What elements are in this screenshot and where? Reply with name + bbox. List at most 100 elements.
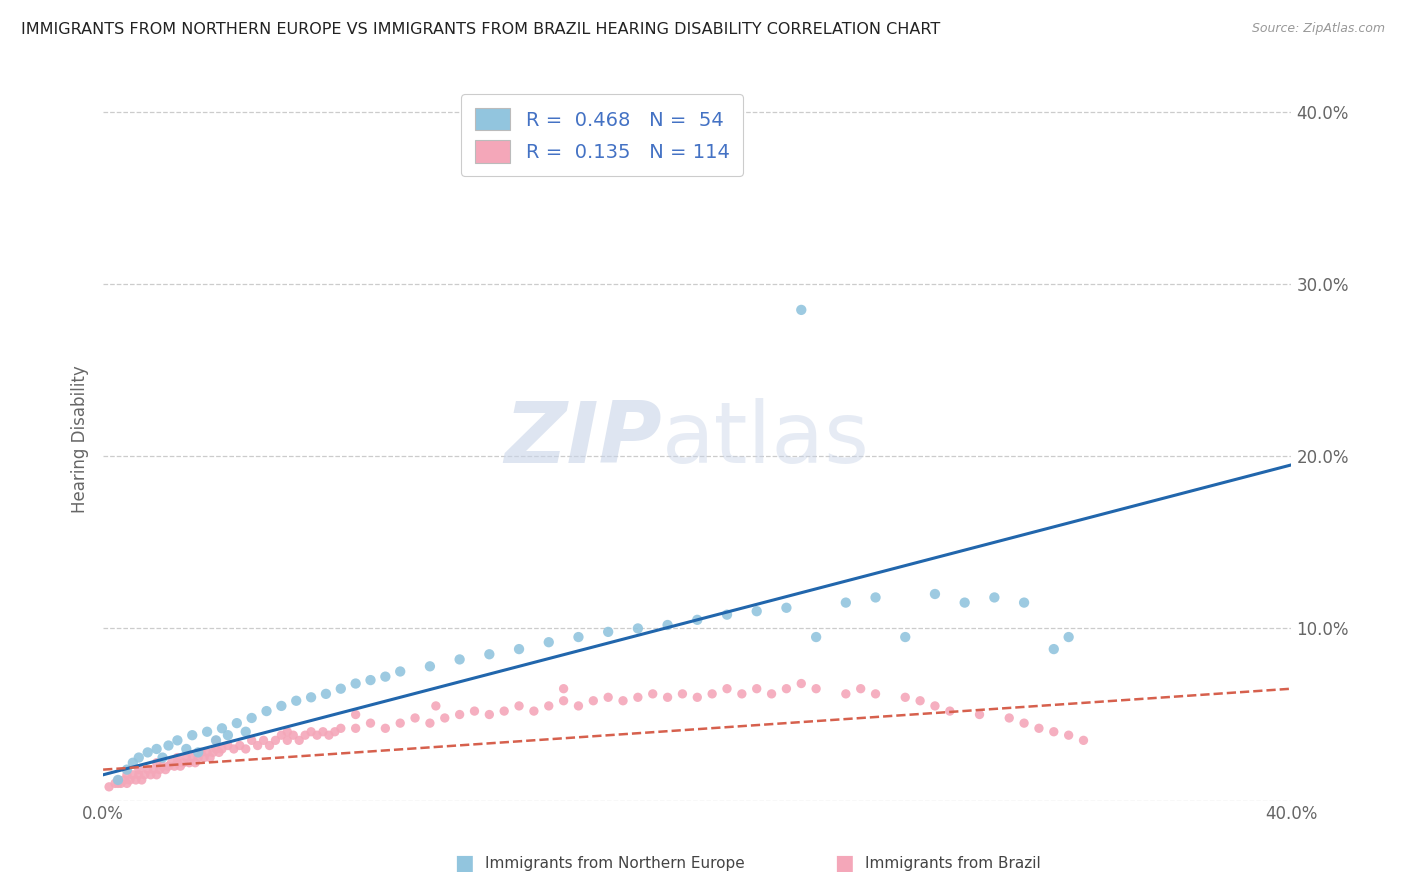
Point — [235, 724, 257, 739]
Point — [166, 733, 188, 747]
Point — [360, 673, 382, 687]
Point — [246, 739, 269, 753]
Point — [641, 687, 664, 701]
Point — [176, 742, 198, 756]
Point — [285, 694, 308, 708]
Point — [894, 630, 917, 644]
Point — [157, 759, 180, 773]
Point — [115, 763, 138, 777]
Point — [627, 690, 650, 705]
Point — [312, 724, 335, 739]
Point — [190, 746, 212, 760]
Point — [294, 728, 316, 742]
Point — [804, 681, 827, 696]
Point — [145, 756, 167, 770]
Point — [187, 750, 209, 764]
Point — [318, 728, 340, 742]
Point — [389, 665, 412, 679]
Point — [107, 772, 129, 787]
Point — [139, 768, 162, 782]
Point — [229, 739, 252, 753]
Point — [134, 768, 156, 782]
Point — [790, 302, 813, 317]
Point — [107, 776, 129, 790]
Point — [240, 711, 263, 725]
Point — [716, 607, 738, 622]
Point — [775, 681, 797, 696]
Point — [983, 591, 1005, 605]
Point — [104, 776, 127, 790]
Point — [136, 746, 159, 760]
Point — [924, 698, 946, 713]
Point — [235, 742, 257, 756]
Point — [128, 750, 150, 764]
Point — [731, 687, 754, 701]
Point — [745, 604, 768, 618]
Point — [1042, 642, 1064, 657]
Point — [360, 716, 382, 731]
Point — [259, 739, 281, 753]
Point — [276, 733, 298, 747]
Point — [148, 763, 170, 777]
Point — [433, 711, 456, 725]
Point — [121, 756, 143, 770]
Point — [288, 733, 311, 747]
Point — [1057, 630, 1080, 644]
Point — [344, 676, 367, 690]
Point — [924, 587, 946, 601]
Point — [419, 659, 441, 673]
Point — [374, 721, 396, 735]
Point — [449, 707, 471, 722]
Point — [152, 750, 174, 764]
Point — [835, 596, 858, 610]
Point — [657, 690, 679, 705]
Point — [894, 690, 917, 705]
Point — [523, 704, 546, 718]
Point — [612, 694, 634, 708]
Point — [270, 698, 292, 713]
Point — [998, 711, 1021, 725]
Point — [121, 768, 143, 782]
Legend: R =  0.468   N =  54, R =  0.135   N = 114: R = 0.468 N = 54, R = 0.135 N = 114 — [461, 95, 742, 177]
Point — [344, 721, 367, 735]
Point — [686, 613, 709, 627]
Point — [98, 780, 121, 794]
Point — [142, 763, 165, 777]
Point — [1073, 733, 1095, 747]
Point — [211, 742, 233, 756]
Point — [716, 681, 738, 696]
Point — [276, 724, 298, 739]
Point — [166, 750, 188, 764]
Point — [195, 724, 218, 739]
Point — [1028, 721, 1050, 735]
Point — [939, 704, 962, 718]
Point — [567, 698, 589, 713]
Point — [835, 687, 858, 701]
Point — [1042, 724, 1064, 739]
Point — [790, 676, 813, 690]
Text: Immigrants from Brazil: Immigrants from Brazil — [865, 856, 1040, 871]
Point — [193, 750, 215, 764]
Y-axis label: Hearing Disability: Hearing Disability — [72, 365, 89, 513]
Point — [702, 687, 724, 701]
Point — [145, 742, 167, 756]
Point — [166, 756, 188, 770]
Point — [115, 768, 138, 782]
Point — [598, 690, 620, 705]
Point — [478, 707, 501, 722]
Point — [160, 756, 183, 770]
Text: atlas: atlas — [662, 398, 870, 481]
Point — [329, 721, 352, 735]
Point — [627, 622, 650, 636]
Point — [205, 733, 228, 747]
Point — [163, 759, 186, 773]
Point — [181, 750, 204, 764]
Point — [598, 624, 620, 639]
Point — [155, 763, 177, 777]
Point — [172, 756, 194, 770]
Point — [344, 707, 367, 722]
Point — [202, 746, 225, 760]
Point — [1057, 728, 1080, 742]
Point — [686, 690, 709, 705]
Point — [671, 687, 693, 701]
